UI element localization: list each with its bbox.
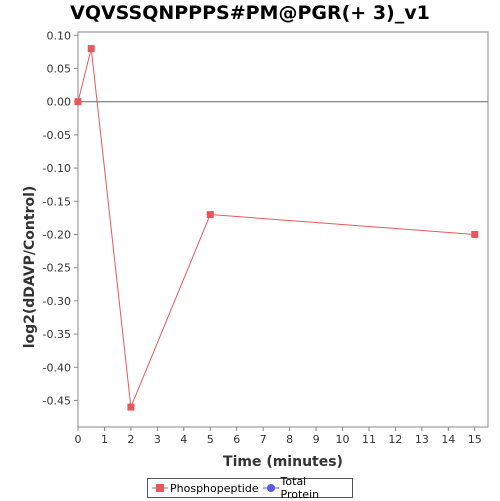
y-tick-label: -0.15 — [43, 195, 71, 208]
y-tick-label: -0.45 — [43, 394, 71, 407]
x-tick-label: 11 — [362, 433, 376, 446]
y-tick-label: -0.30 — [43, 295, 71, 308]
y-tick-label: -0.40 — [43, 361, 71, 374]
y-tick-label: 0.10 — [47, 29, 72, 42]
legend-item-total-protein: Total Protein — [262, 475, 348, 501]
x-tick-label: 12 — [388, 433, 402, 446]
x-tick-label: 4 — [180, 433, 187, 446]
x-tick-label: 13 — [415, 433, 429, 446]
x-tick-label: 7 — [260, 433, 267, 446]
data-point — [127, 403, 135, 411]
x-tick-label: 5 — [207, 433, 214, 446]
x-tick-label: 2 — [127, 433, 134, 446]
data-point — [471, 230, 479, 238]
chart-title: VQVSSQNPPPS#PM@PGR(+ 3)_v1 — [70, 2, 430, 24]
x-tick-label: 3 — [154, 433, 161, 446]
y-tick-label: -0.10 — [43, 162, 71, 175]
y-tick-label: -0.25 — [43, 262, 71, 275]
legend-label-total-protein: Total Protein — [280, 475, 320, 501]
y-tick-label: -0.20 — [43, 228, 71, 241]
y-tick-label: 0.00 — [47, 96, 72, 109]
data-point — [74, 98, 82, 106]
x-axis-title: Time (minutes) — [223, 454, 343, 470]
x-tick-label: 1 — [101, 433, 108, 446]
data-point — [206, 211, 214, 219]
plot-frame — [77, 31, 489, 428]
circle-marker-icon — [262, 484, 279, 492]
square-marker-icon — [152, 484, 168, 492]
x-tick-label: 9 — [313, 433, 320, 446]
y-tick-label: 0.05 — [47, 63, 72, 76]
y-tick-label: -0.05 — [43, 129, 71, 142]
legend-item-phosphopeptide: Phosphopeptide — [152, 482, 259, 495]
x-tick-label: 10 — [336, 433, 350, 446]
x-tick-label: 8 — [286, 433, 293, 446]
x-tick-label: 14 — [441, 433, 455, 446]
y-tick-label: -0.35 — [43, 328, 71, 341]
data-point — [87, 45, 95, 53]
y-axis-title: log2(dDAVP/Control) — [22, 186, 38, 349]
legend: Phosphopeptide Total Protein — [147, 475, 353, 501]
legend-label-phosphopeptide: Phosphopeptide — [170, 481, 259, 495]
x-tick-label: 6 — [233, 433, 240, 446]
x-tick-label: 0 — [75, 433, 82, 446]
x-tick-label: 15 — [468, 433, 482, 446]
